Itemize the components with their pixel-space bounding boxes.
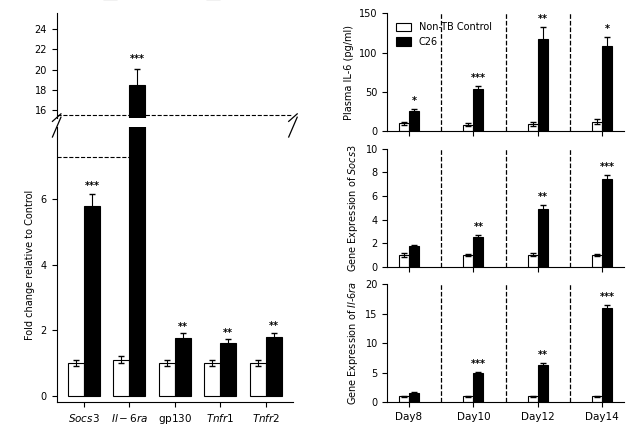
Bar	[129, 0, 146, 396]
Bar	[463, 255, 473, 267]
Legend: Non-TB Control, C26: Non-TB Control, C26	[392, 18, 495, 51]
Bar	[220, 258, 236, 274]
Text: *: *	[605, 24, 610, 34]
Bar	[68, 363, 84, 396]
Text: ***: ***	[84, 181, 100, 191]
Bar	[266, 256, 282, 274]
Text: **: **	[178, 322, 188, 332]
Text: **: **	[538, 192, 548, 202]
Bar	[538, 209, 548, 267]
Text: ***: ***	[600, 162, 615, 172]
Bar	[249, 264, 266, 274]
Bar	[175, 256, 191, 274]
Bar	[204, 264, 220, 274]
Bar	[528, 396, 538, 402]
Text: **: **	[538, 350, 548, 360]
Text: *: *	[411, 96, 416, 106]
Bar	[602, 308, 612, 402]
Legend: Non-TB Control, C26: Non-TB Control, C26	[99, 0, 251, 4]
Bar	[220, 343, 236, 396]
Text: **: **	[268, 321, 278, 331]
Y-axis label: Gene Expression of $\mathit{Socs3}$: Gene Expression of $\mathit{Socs3}$	[346, 144, 360, 271]
Bar	[409, 393, 419, 402]
Y-axis label: Fold change relative to Control: Fold change relative to Control	[25, 190, 35, 340]
Bar	[129, 85, 146, 274]
Text: ***: ***	[471, 359, 486, 369]
Bar	[159, 264, 175, 274]
Bar	[602, 179, 612, 267]
Bar	[538, 365, 548, 402]
Text: **: **	[538, 15, 548, 24]
Bar	[592, 255, 602, 267]
Bar	[113, 360, 129, 396]
Bar	[473, 89, 483, 131]
Bar	[399, 255, 409, 267]
Bar	[84, 215, 100, 274]
Bar	[84, 206, 100, 396]
Bar	[159, 363, 175, 396]
Text: **: **	[473, 222, 483, 232]
Text: ***: ***	[471, 72, 486, 83]
Bar	[399, 123, 409, 131]
Bar	[528, 124, 538, 131]
Bar	[528, 255, 538, 267]
Bar	[538, 39, 548, 131]
Bar	[175, 339, 191, 396]
Bar	[463, 396, 473, 402]
Bar	[592, 122, 602, 131]
Bar	[399, 396, 409, 402]
Text: ***: ***	[130, 54, 145, 65]
Bar	[409, 111, 419, 131]
Y-axis label: Gene Expression of $\mathit{Il\text{-}6ra}$: Gene Expression of $\mathit{Il\text{-}6r…	[346, 281, 360, 405]
Y-axis label: Plasma IL-6 (pg/ml): Plasma IL-6 (pg/ml)	[344, 25, 353, 120]
Text: **: **	[223, 328, 233, 338]
Bar	[409, 246, 419, 267]
Bar	[602, 46, 612, 131]
Bar	[113, 263, 129, 274]
Bar	[463, 125, 473, 131]
Text: ***: ***	[600, 292, 615, 302]
Bar	[473, 373, 483, 402]
Bar	[266, 337, 282, 396]
Bar	[473, 237, 483, 267]
Bar	[592, 396, 602, 402]
Bar	[249, 363, 266, 396]
Bar	[68, 264, 84, 274]
Bar	[204, 363, 220, 396]
